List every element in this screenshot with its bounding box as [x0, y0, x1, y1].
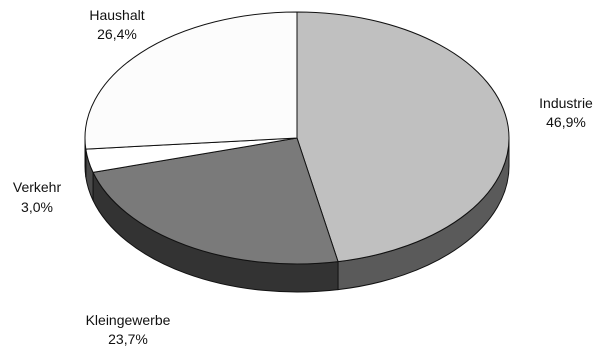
pie-slice-haushalt	[84, 11, 298, 150]
slice-name: Industrie	[539, 95, 593, 111]
slice-label-industrie: Industrie 46,9%	[539, 95, 593, 130]
pie-slice-industrie	[296, 11, 510, 263]
slice-value: 26,4%	[97, 26, 137, 42]
slice-label-kleingewerbe: Kleingewerbe 23,7%	[86, 312, 171, 347]
slice-value: 23,7%	[108, 331, 148, 347]
slice-value: 46,9%	[546, 114, 586, 130]
slice-name: Verkehr	[13, 179, 62, 195]
slice-label-verkehr: Verkehr 3,0%	[13, 179, 62, 215]
slice-value: 3,0%	[21, 199, 53, 215]
pie-slices	[84, 11, 510, 265]
slice-name: Kleingewerbe	[86, 312, 171, 328]
slice-name: Haushalt	[89, 7, 144, 23]
pie-slice-kleingewerbe	[92, 137, 339, 265]
slice-label-haushalt: Haushalt 26,4%	[89, 7, 144, 42]
